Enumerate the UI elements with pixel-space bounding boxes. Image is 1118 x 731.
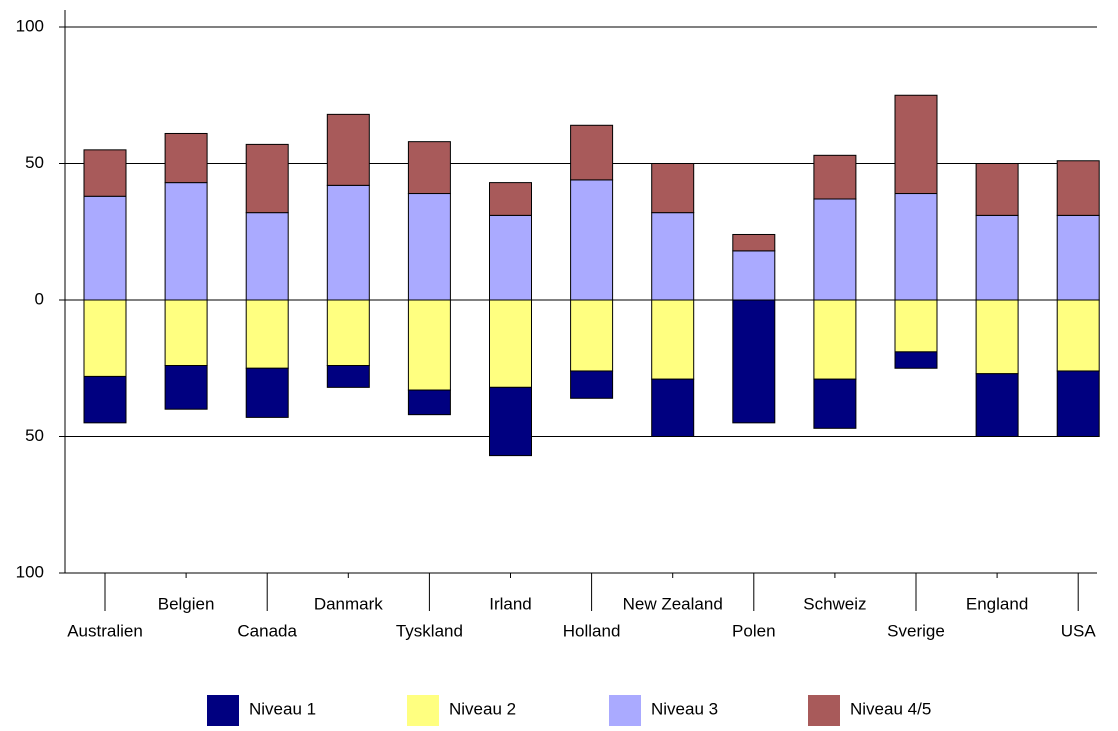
bar-segment [1056,214,1100,301]
bar-segment [407,141,451,195]
bar-segment [326,365,370,388]
bar-segment [651,212,695,301]
x-tick-label: Polen [732,621,775,640]
bar-segment [732,233,776,252]
bar-segment [975,299,1019,375]
bar-segment [651,163,695,214]
y-tick-label: 100 [16,562,44,581]
bar-segment [245,143,289,214]
bar-segment [894,193,938,301]
y-tick-label: 50 [25,426,44,445]
bar-segment [164,132,208,184]
bar-segment [326,299,370,367]
bar-segment [732,250,776,301]
legend-label: Niveau 1 [249,699,316,718]
bar-segment [489,299,532,388]
legend-swatch [407,695,439,726]
bar-segment [570,179,614,301]
bar-segment [245,299,289,369]
x-tick-label: Australien [67,621,143,640]
bar-segment [975,373,1019,437]
legend-label: Niveau 3 [651,699,718,718]
legend-swatch [808,695,840,726]
bar-segment [489,182,532,216]
y-tick-label: 50 [25,153,44,172]
bar-segment [894,351,938,369]
bar-segment [83,299,127,377]
bar-segment [894,94,938,195]
bar-segment [326,184,370,301]
bar-segment [570,370,614,399]
x-tick-label: Danmark [314,594,383,613]
bar-segment [164,365,208,410]
bar-segment [570,124,614,181]
y-tick-label: 0 [35,289,44,308]
x-tick-label: Schweiz [803,594,866,613]
legend-label: Niveau 2 [449,699,516,718]
x-tick-label: Irland [489,594,532,613]
y-tick-label: 100 [16,16,44,35]
x-tick-label: Canada [237,621,297,640]
legend-label: Niveau 4/5 [850,699,931,718]
x-tick-label: England [966,594,1028,613]
bar-segment [1056,160,1100,216]
bar-segment [1056,370,1100,438]
bar-segment [83,149,127,197]
bar-segment [489,386,532,457]
bar-segment [407,193,451,301]
bar-segment [732,299,776,424]
bar-segment [813,378,857,429]
bar-segment [570,299,614,372]
bar-segment [407,299,451,391]
bar-segment [651,378,695,438]
bar-segment [813,154,857,200]
legend-swatch [609,695,641,726]
bar-segment [813,299,857,380]
bar-segment [489,214,532,301]
bar-segment [164,299,208,367]
bar-segment [813,198,857,301]
x-tick-label: USA [1061,621,1097,640]
bar-segment [83,195,127,301]
bar-segment [326,113,370,186]
x-tick-label: Sverige [887,621,945,640]
bar-segment [245,367,289,418]
bar-segment [164,182,208,301]
bar-segment [975,163,1019,216]
legend-swatch [207,695,239,726]
bar-segment [83,375,127,424]
x-tick-label: New Zealand [623,594,723,613]
bar-segment [407,389,451,416]
bar-segment [894,299,938,353]
x-tick-label: Holland [563,621,621,640]
bar-segment [245,212,289,301]
bar-segment [651,299,695,380]
bar-segment [1056,299,1100,372]
x-tick-label: Tyskland [396,621,463,640]
x-tick-label: Belgien [158,594,215,613]
bar-segment [975,214,1019,301]
